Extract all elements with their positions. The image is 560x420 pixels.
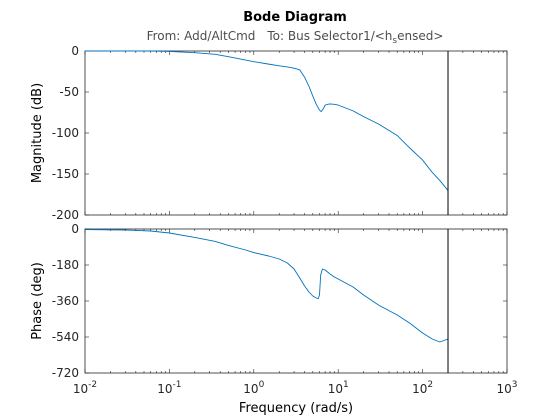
x-tick-label-exponent: -2 <box>88 380 97 390</box>
ph-ytick-label: -180 <box>52 258 79 272</box>
chart-title: Bode Diagram <box>243 10 347 25</box>
mag-ytick-label: -150 <box>52 167 79 181</box>
x-tick-label-exponent: 0 <box>259 380 265 390</box>
magnitude-series-line <box>85 50 449 191</box>
x-tick-label: 101 <box>328 380 349 396</box>
x-tick-label-base: 10 <box>243 382 258 396</box>
magnitude-ytick-labels: 0 -50 -100 -150 -200 <box>52 44 79 222</box>
mag-ytick-label: -200 <box>52 208 79 222</box>
phase-axes-frame <box>84 228 508 374</box>
subtitle-to-sub: s <box>392 36 397 46</box>
magnitude-ylabel: Magnitude (dB) <box>30 83 45 183</box>
x-tick-label-base: 10 <box>157 382 172 396</box>
phase-ylabel: Phase (deg) <box>30 262 45 340</box>
x-tick-label-exponent: 1 <box>343 380 349 390</box>
x-tick-label: 10-1 <box>157 380 181 396</box>
mag-ytick-label: -100 <box>52 126 79 140</box>
x-tick-label-base: 10 <box>412 382 427 396</box>
phase-ytick-labels: 0 -180 -360 -540 -720 <box>52 222 79 380</box>
mag-ytick-label: 0 <box>71 44 79 58</box>
x-tick-label: 10-2 <box>73 380 97 396</box>
x-tick-label-exponent: -1 <box>173 380 182 390</box>
subtitle-to-prefix: To: Bus Selector1/<h <box>266 29 392 43</box>
x-tick-label: 102 <box>412 380 433 396</box>
ph-ytick-label: -360 <box>52 294 79 308</box>
phase-panel: 0 -180 -360 -540 -720 Phase (deg) <box>30 222 508 380</box>
x-tick-label-exponent: 3 <box>512 380 518 390</box>
phase-ticks <box>84 228 508 374</box>
chart-subtitle: From: Add/AltCmd To: Bus Selector1/<hsens… <box>147 29 444 46</box>
phase-series-line <box>84 229 449 343</box>
mag-ytick-label: -50 <box>59 85 79 99</box>
x-tick-label: 100 <box>243 380 264 396</box>
x-tick-label-exponent: 2 <box>427 380 433 390</box>
ph-ytick-label: -540 <box>52 330 79 344</box>
x-tick-label-base: 10 <box>496 382 511 396</box>
magnitude-panel: 0 -50 -100 -150 -200 Magnitude (dB) <box>30 44 508 222</box>
x-tick-labels: 10-2 10-1 100 101 102 103 <box>73 380 518 396</box>
subtitle-from: From: Add/AltCmd <box>147 29 256 43</box>
x-tick-label-base: 10 <box>73 382 88 396</box>
ph-ytick-label: -720 <box>52 366 79 380</box>
x-axis-label: Frequency (rad/s) <box>239 401 353 416</box>
subtitle-to-suffix: ensed> <box>397 29 443 43</box>
x-tick-label-base: 10 <box>328 382 343 396</box>
x-tick-label: 103 <box>496 380 517 396</box>
magnitude-axes-frame <box>84 50 508 216</box>
ph-ytick-label: 0 <box>71 222 79 236</box>
